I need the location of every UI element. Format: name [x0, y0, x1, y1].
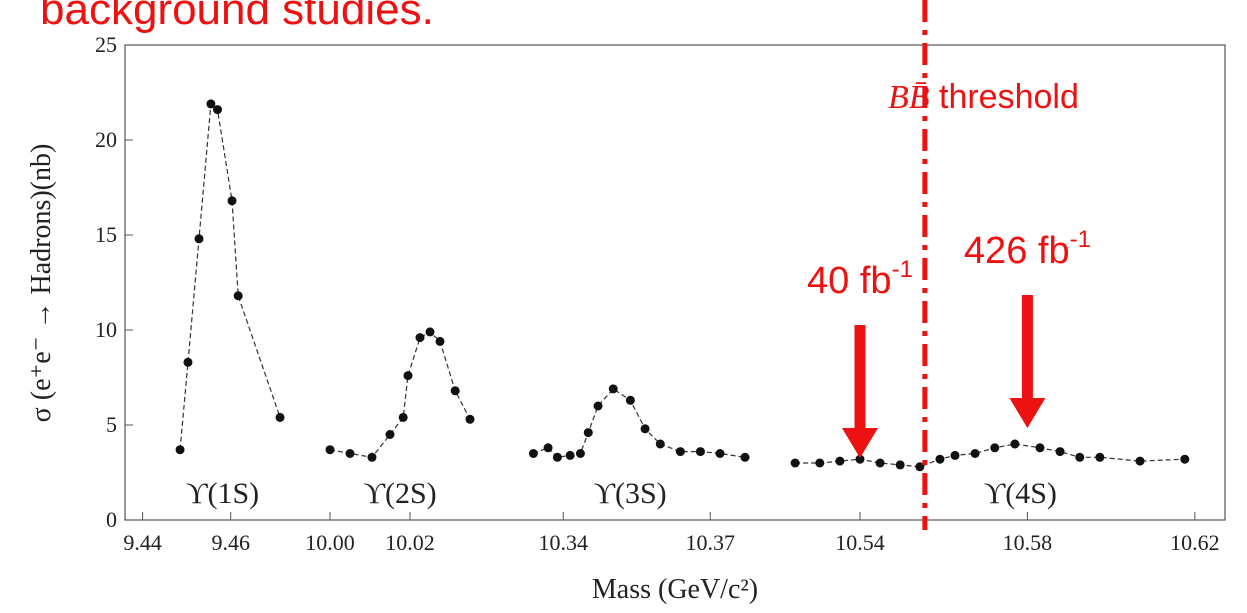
annotation-sup: -1: [892, 256, 913, 283]
data-point: [835, 456, 845, 466]
data-point: [970, 449, 980, 458]
data-point: [385, 430, 395, 439]
data-point: [950, 450, 960, 460]
data-point: [450, 386, 460, 396]
peak-label: ϒ(2S): [363, 477, 436, 510]
data-point: [935, 454, 945, 464]
x-tick-label: 9.44: [123, 530, 162, 555]
data-point: [1180, 454, 1190, 464]
data-point: [183, 357, 193, 367]
y-tick-label: 10: [95, 317, 117, 342]
data-point: [175, 445, 185, 455]
data-point: [655, 439, 665, 449]
data-point: [575, 449, 585, 458]
data-point: [425, 327, 435, 337]
data-point: [543, 443, 553, 453]
data-point: [325, 445, 335, 455]
annotation: 40 fb-1: [807, 256, 913, 302]
fit-line: [179, 102, 281, 450]
data-point: [608, 384, 618, 394]
data-point: [367, 452, 377, 462]
data-point: [675, 447, 685, 457]
data-point: [552, 452, 562, 462]
x-tick-label: 10.00: [305, 530, 355, 555]
data-point: [895, 460, 905, 470]
peak-label: ϒ(3S): [593, 477, 666, 510]
data-point: [740, 452, 750, 462]
data-point: [583, 428, 593, 438]
data-point: [194, 234, 204, 244]
data-point: [227, 196, 237, 206]
annotation: 426 fb-1: [964, 226, 1091, 272]
threshold-text: threshold: [939, 78, 1079, 116]
data-point: [640, 424, 650, 434]
data-point: [213, 105, 222, 115]
arrow-head: [841, 428, 878, 458]
x-tick-label: 10.54: [835, 530, 885, 555]
annotation-sup: -1: [1070, 226, 1091, 253]
x-tick-label: 10.58: [1003, 530, 1053, 555]
data-point: [528, 449, 538, 458]
y-tick-label: 0: [106, 507, 117, 532]
peak-label: ϒ(4S): [984, 477, 1057, 510]
threshold-label: BB̄ threshold: [888, 78, 1079, 116]
data-point: [435, 336, 445, 346]
data-point: [233, 291, 243, 301]
data-point: [715, 449, 725, 458]
data-point: [625, 395, 635, 405]
y-tick-label: 15: [95, 222, 117, 247]
annotation-text: 40 fb: [807, 260, 892, 302]
fit-line: [533, 388, 746, 458]
data-point: [465, 414, 475, 424]
data-point: [345, 449, 355, 458]
x-tick-label: 10.62: [1170, 530, 1220, 555]
data-point: [695, 447, 705, 457]
data-point: [855, 454, 865, 464]
x-tick-label: 9.46: [211, 530, 250, 555]
data-point: [1095, 452, 1105, 462]
data-point: [415, 333, 425, 343]
x-tick-label: 10.37: [685, 530, 735, 555]
arrow-head: [1009, 398, 1046, 428]
data-point: [1075, 452, 1085, 462]
data-point: [790, 458, 800, 468]
data-point: [565, 450, 575, 460]
x-axis-label: Mass (GeV/c²): [592, 574, 758, 605]
data-point: [1010, 439, 1020, 449]
data-point: [398, 412, 408, 422]
y-tick-label: 20: [95, 127, 117, 152]
data-point: [1135, 456, 1145, 466]
data-point: [593, 401, 603, 411]
data-point: [915, 462, 925, 472]
x-tick-label: 10.02: [385, 530, 435, 555]
data-point: [815, 458, 825, 468]
data-point: [403, 371, 413, 381]
fit-line: [795, 443, 1185, 468]
data-point: [875, 458, 885, 468]
y-axis-label: σ (e⁺e⁻ → Hadrons)(nb): [26, 144, 57, 423]
chart-title: background studies.: [40, 0, 434, 34]
data-point: [1035, 443, 1045, 453]
fit-line: [329, 331, 471, 458]
annotation-text: 426 fb: [964, 230, 1070, 272]
y-tick-label: 25: [95, 32, 117, 57]
data-point: [990, 443, 1000, 453]
y-tick-label: 5: [106, 412, 117, 437]
data-point: [275, 412, 285, 422]
plot-frame: [124, 44, 1226, 521]
data-point: [1055, 447, 1065, 457]
threshold-symbol: BB̄: [888, 79, 930, 116]
x-tick-label: 10.34: [539, 530, 589, 555]
peak-label: ϒ(1S): [186, 477, 259, 510]
data-point: [206, 99, 216, 109]
